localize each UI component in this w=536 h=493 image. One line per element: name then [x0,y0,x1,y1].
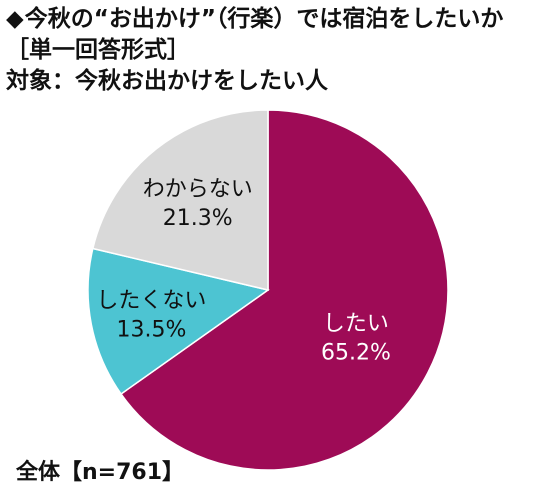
pie-slice-2 [91,109,269,291]
sample-size: 全体【n=761】 [16,460,185,485]
survey-target: 対象：今秋お出かけをしたい人 [6,68,328,94]
slice-label-2: わからない [143,177,253,202]
answer-format: ［単一回答形式］ [6,37,190,63]
slice-label-1: したくない [96,289,206,314]
diamond-icon: ◆ [6,6,24,32]
pie-slice-0 [120,109,449,471]
chart-title: ◆今秋の“お出かけ”（行楽）では宿泊をしたいか [6,4,532,35]
slice-value-2: 21.3% [163,206,233,231]
chart-title-text: 今秋の“お出かけ”（行楽）では宿泊をしたいか [24,6,504,32]
pie-labels: したい 65.2% したくない 13.5% わからない 21.3% [96,177,390,365]
slice-value-0: 65.2% [321,341,391,366]
slice-label-0: したい [323,312,389,337]
chart-header: ◆今秋の“お出かけ”（行楽）では宿泊をしたいか ［単一回答形式］ 対象：今秋お出… [6,4,532,97]
pie-slices [87,109,449,471]
pie-slice-1 [87,247,270,396]
slice-value-1: 13.5% [116,318,186,343]
